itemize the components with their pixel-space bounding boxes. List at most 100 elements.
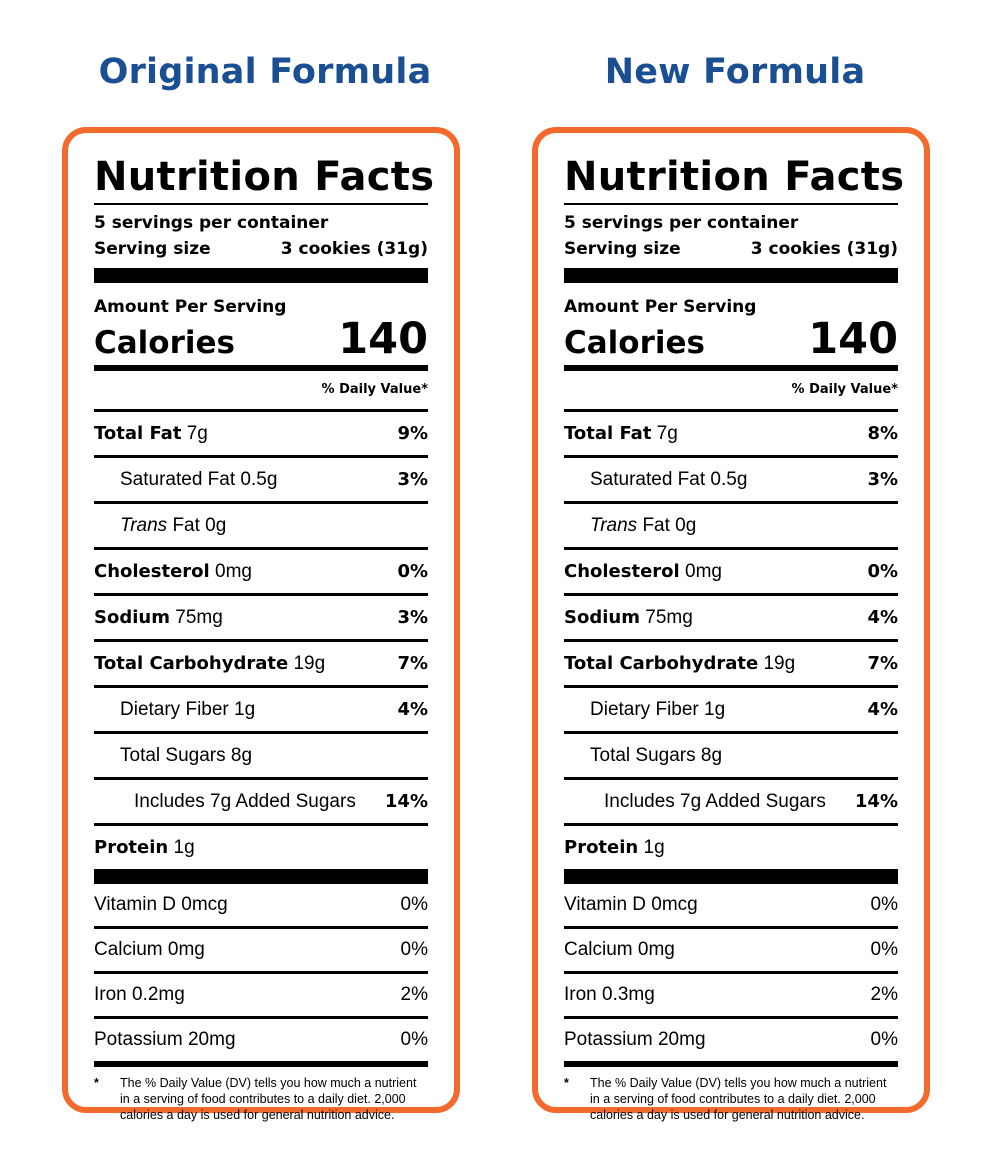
nutrient-row-total-carbohydrate: Total Carbohydrate 19g 7%: [94, 642, 428, 685]
nutrient-name: Cholesterol: [564, 560, 680, 582]
nutrient-row-dietary-fiber: Dietary Fiber 1g 4%: [564, 688, 898, 731]
divider: [94, 971, 428, 974]
nutrient-row-sodium: Sodium 75mg 4%: [564, 596, 898, 639]
nutrient-name: Cholesterol: [94, 560, 210, 582]
nutrient-row-saturated-fat: Saturated Fat 0.5g 3%: [564, 458, 898, 501]
nutrient-name: Iron 0.3mg: [564, 984, 655, 1005]
nutrient-row-potassium: Potassium 20mg 0%: [94, 1019, 428, 1061]
divider: [564, 926, 898, 929]
nutrient-name: Total Fat: [564, 422, 652, 444]
nutrient-row-iron: Iron 0.2mg 2%: [94, 974, 428, 1016]
nutrient-row-trans-fat: Trans Fat 0g: [94, 504, 428, 547]
nutrient-name: Potassium 20mg: [564, 1029, 706, 1050]
nutrient-row-cholesterol: Cholesterol 0mg 0%: [564, 550, 898, 593]
divider: [94, 203, 428, 205]
daily-value-percent: 3%: [867, 469, 898, 490]
daily-value-percent: 0%: [397, 561, 428, 582]
divider: [94, 777, 428, 780]
nutrient-amount: 75mg: [645, 606, 693, 628]
nutrient-name: Protein: [94, 836, 169, 858]
footnote-asterisk: *: [564, 1076, 569, 1090]
daily-value-percent: 7%: [397, 653, 428, 674]
divider: [94, 731, 428, 734]
divider: [564, 731, 898, 734]
daily-value-percent: 2%: [400, 984, 428, 1005]
divider: [564, 685, 898, 688]
calories-row: Calories 140: [564, 317, 898, 361]
daily-value-percent: 0%: [400, 1029, 428, 1050]
nutrient-row-protein: Protein 1g: [94, 826, 428, 869]
divider: [564, 971, 898, 974]
divider: [94, 409, 428, 412]
daily-value-percent: 8%: [867, 423, 898, 444]
serving-size-value: 3 cookies (31g): [750, 239, 898, 259]
nutrient-name: Includes 7g Added Sugars: [134, 790, 356, 812]
daily-value-percent: 3%: [397, 469, 428, 490]
daily-value-percent: 0%: [870, 894, 898, 915]
nutrient-name: Total Fat: [94, 422, 182, 444]
servings-per-container: 5 servings per container: [94, 213, 329, 233]
nutrient-name: Vitamin D 0mcg: [94, 894, 228, 915]
nutrition-facts-title: Nutrition Facts: [564, 154, 905, 200]
nutrient-row-iron: Iron 0.3mg 2%: [564, 974, 898, 1016]
divider: [564, 777, 898, 780]
serving-size-label: Serving size: [564, 239, 681, 259]
nutrient-name: Dietary Fiber 1g: [120, 698, 256, 720]
label-body: Nutrition Facts 5 servings per container…: [94, 151, 435, 1123]
nutrient-row-sodium: Sodium 75mg 3%: [94, 596, 428, 639]
nutrient-name: Fat 0g: [642, 514, 697, 536]
nutrient-row-saturated-fat: Saturated Fat 0.5g 3%: [94, 458, 428, 501]
daily-value-percent: 7%: [867, 653, 898, 674]
nutrient-name: Total Carbohydrate: [94, 652, 289, 674]
divider: [564, 823, 898, 826]
nutrient-row-potassium: Potassium 20mg 0%: [564, 1019, 898, 1061]
nutrient-row-dietary-fiber: Dietary Fiber 1g 4%: [94, 688, 428, 731]
new-nutrition-label: Nutrition Facts 5 servings per container…: [532, 127, 930, 1122]
daily-value-percent: 0%: [870, 939, 898, 960]
thick-divider: [564, 268, 898, 283]
nutrient-name: Vitamin D 0mcg: [564, 894, 698, 915]
amount-per-serving: Amount Per Serving: [564, 297, 757, 317]
nutrient-row-trans-fat: Trans Fat 0g: [564, 504, 898, 547]
daily-value-percent: 3%: [397, 607, 428, 628]
daily-value-percent: 14%: [384, 791, 428, 812]
nutrient-name: Saturated Fat 0.5g: [590, 468, 748, 490]
footnote: * The % Daily Value (DV) tells you how m…: [564, 1075, 898, 1123]
nutrient-row-cholesterol: Cholesterol 0mg 0%: [94, 550, 428, 593]
original-nutrition-label: Nutrition Facts 5 servings per container…: [62, 127, 460, 1122]
serving-size-row: Serving size 3 cookies (31g): [564, 238, 898, 260]
nutrient-name: Potassium 20mg: [94, 1029, 236, 1050]
divider: [564, 501, 898, 504]
daily-value-percent: 4%: [867, 699, 898, 720]
nutrient-row-added-sugars: Includes 7g Added Sugars 14%: [564, 780, 898, 823]
nutrient-row-vitamin-d: Vitamin D 0mcg 0%: [94, 884, 428, 926]
original-formula-heading: Original Formula: [98, 52, 432, 92]
calories-row: Calories 140: [94, 317, 428, 361]
nutrient-amount: 7g: [186, 422, 208, 444]
serving-size-value: 3 cookies (31g): [280, 239, 428, 259]
calories-value: 140: [338, 314, 428, 364]
nutrient-amount: 0mg: [215, 560, 252, 582]
medium-divider: [94, 365, 428, 371]
calories-label: Calories: [564, 325, 705, 361]
nutrition-facts-title: Nutrition Facts: [94, 154, 435, 200]
divider: [94, 639, 428, 642]
amount-per-serving: Amount Per Serving: [94, 297, 287, 317]
nutrient-name: Dietary Fiber 1g: [590, 698, 726, 720]
medium-divider: [564, 1061, 898, 1067]
divider: [564, 455, 898, 458]
nutrient-name: Total Carbohydrate: [564, 652, 759, 674]
divider: [564, 1016, 898, 1019]
thick-divider: [564, 869, 898, 884]
nutrient-name: Iron 0.2mg: [94, 984, 185, 1005]
divider: [94, 547, 428, 550]
nutrient-name-italic: Trans: [120, 514, 168, 536]
nutrient-amount: 1g: [643, 836, 665, 858]
divider: [564, 639, 898, 642]
daily-value-percent: 4%: [867, 607, 898, 628]
nutrient-name: Saturated Fat 0.5g: [120, 468, 278, 490]
thick-divider: [94, 268, 428, 283]
divider: [564, 547, 898, 550]
daily-value-percent: 0%: [867, 561, 898, 582]
nutrient-row-vitamin-d: Vitamin D 0mcg 0%: [564, 884, 898, 926]
